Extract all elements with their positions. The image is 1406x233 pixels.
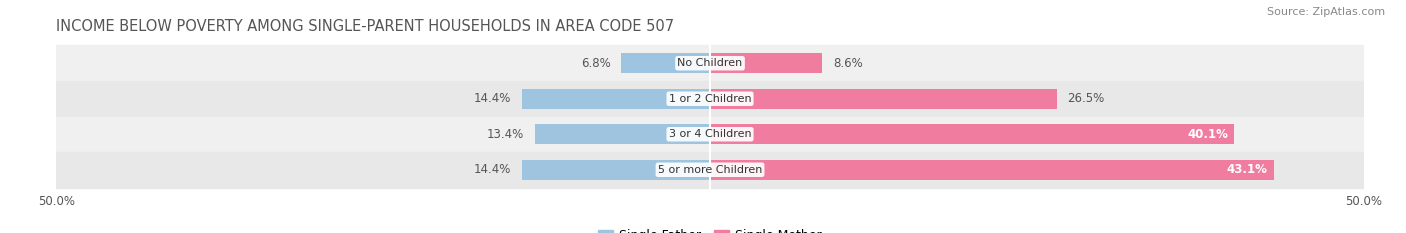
Text: 43.1%: 43.1% [1226, 163, 1267, 176]
Text: 8.6%: 8.6% [832, 57, 863, 70]
Text: 3 or 4 Children: 3 or 4 Children [669, 129, 751, 139]
Bar [56, 81, 1364, 116]
Bar [621, 54, 710, 73]
Text: No Children: No Children [678, 58, 742, 68]
Bar [710, 54, 823, 73]
Text: 14.4%: 14.4% [474, 92, 512, 105]
Text: 14.4%: 14.4% [474, 163, 512, 176]
Bar [56, 116, 1364, 152]
Bar [522, 160, 710, 179]
Bar [710, 124, 1234, 144]
Bar [710, 89, 1056, 109]
Bar [56, 152, 1364, 188]
Text: INCOME BELOW POVERTY AMONG SINGLE-PARENT HOUSEHOLDS IN AREA CODE 507: INCOME BELOW POVERTY AMONG SINGLE-PARENT… [56, 19, 675, 34]
Text: Source: ZipAtlas.com: Source: ZipAtlas.com [1267, 7, 1385, 17]
Text: 6.8%: 6.8% [581, 57, 610, 70]
Text: 1 or 2 Children: 1 or 2 Children [669, 94, 751, 104]
Text: 40.1%: 40.1% [1187, 128, 1227, 141]
Bar [710, 160, 1274, 179]
Text: 26.5%: 26.5% [1067, 92, 1104, 105]
Legend: Single Father, Single Mother: Single Father, Single Mother [593, 224, 827, 233]
Text: 5 or more Children: 5 or more Children [658, 165, 762, 175]
Bar [534, 124, 710, 144]
Text: 13.4%: 13.4% [486, 128, 524, 141]
Bar [56, 45, 1364, 81]
Bar [522, 89, 710, 109]
